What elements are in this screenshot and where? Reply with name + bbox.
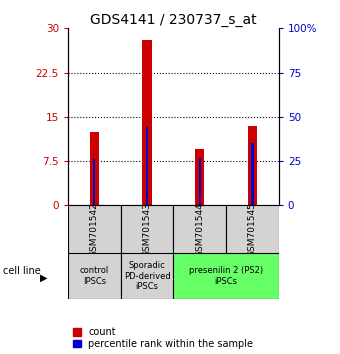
Bar (142, 40, 152, 205)
Bar (251, 143, 254, 205)
Bar (199, 158, 201, 205)
Text: presenilin 2 (PS2)
iPSCs: presenilin 2 (PS2) iPSCs (189, 267, 263, 286)
Title: GDS4141 / 230737_s_at: GDS4141 / 230737_s_at (90, 13, 257, 27)
Text: Sporadic
PD-derived
iPSCs: Sporadic PD-derived iPSCs (124, 261, 170, 291)
Bar (93, 159, 96, 205)
Text: GSM701544: GSM701544 (195, 202, 204, 257)
Bar (173, 205, 226, 253)
Bar (195, 149, 204, 205)
Bar (90, 132, 99, 205)
Bar (121, 205, 173, 253)
Text: cell line: cell line (3, 266, 41, 276)
Bar (146, 127, 148, 205)
Bar (68, 205, 121, 253)
Legend: count, percentile rank within the sample: count, percentile rank within the sample (73, 327, 253, 349)
Text: control
IPSCs: control IPSCs (80, 267, 109, 286)
Text: GSM701543: GSM701543 (142, 202, 152, 257)
Text: ▶: ▶ (40, 273, 48, 283)
Bar (121, 253, 173, 299)
Bar (226, 205, 279, 253)
Bar (248, 126, 257, 205)
Bar (173, 253, 279, 299)
Text: GSM701545: GSM701545 (248, 202, 257, 257)
Text: GSM701542: GSM701542 (90, 202, 99, 257)
Bar (68, 253, 121, 299)
